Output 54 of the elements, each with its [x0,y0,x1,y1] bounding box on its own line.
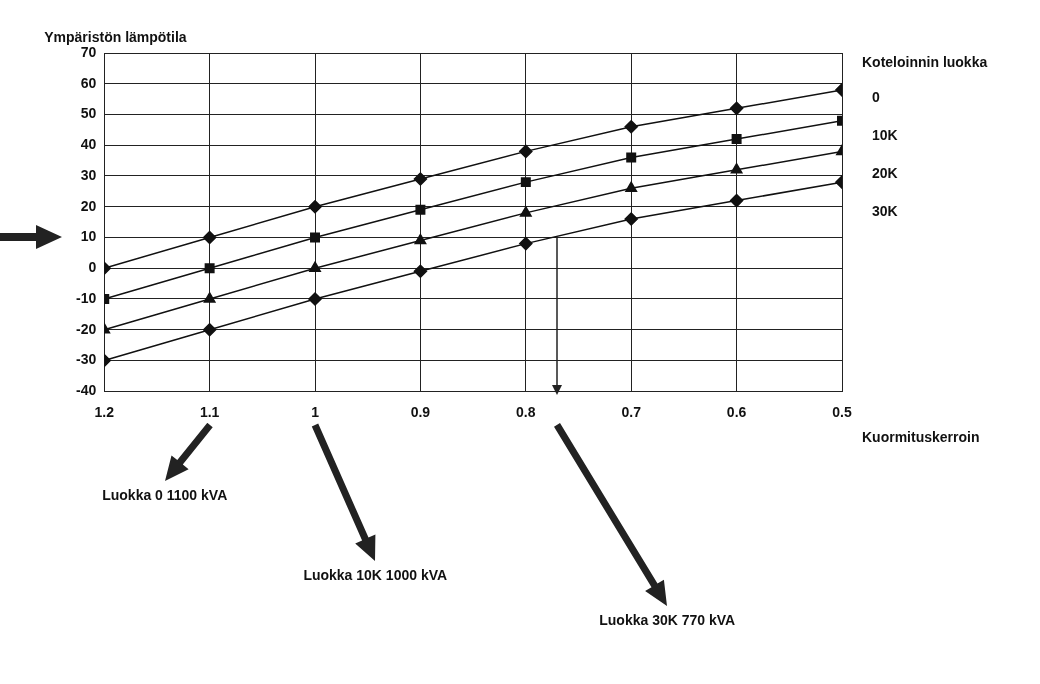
y-tick-label: 70 [80,43,97,60]
point [413,172,428,186]
y-tick-label: -20 [76,320,97,337]
y-tick-label: 30 [80,166,97,183]
point [731,134,742,145]
point [308,292,322,306]
point [519,206,532,217]
point [203,292,216,303]
y-tick-label: 60 [80,74,97,91]
point [413,264,428,279]
text: 30K [872,202,898,219]
y-tick-label: 20 [80,197,97,214]
text: Luokka 0 1100 kVA [101,487,229,504]
y-tick-label: 40 [80,136,97,153]
point [520,177,531,188]
x-tick-label: 0.7 [621,404,642,421]
text: Luokka 10K 1000 kVA [302,567,449,584]
point [310,232,321,243]
x-tick-label: 1 [311,404,320,421]
point [626,152,637,163]
x-tick-label: 0.6 [726,404,747,421]
point [624,212,638,226]
point [309,261,321,272]
series-label: 10K [872,126,898,143]
point [202,230,217,245]
y-tick-label: -10 [76,289,97,306]
x-tick-label: 0.8 [516,404,536,421]
point [624,120,638,134]
point [415,204,426,215]
legend-title: Koteloinnin luokka [862,53,988,70]
y-tick-label: 10 [80,228,97,245]
point [414,233,427,245]
y-tick-label: 50 [80,105,97,122]
x-axis-title: Kuormituskerroin [862,429,980,446]
text: Luokka 30K 770 kVA [598,612,737,629]
x-tick-label: 1.2 [94,404,115,421]
point [519,236,533,251]
point [202,322,217,337]
y-axis-title: Ympäristön lämpötila [44,28,187,45]
x-tick-label: 1.1 [199,404,220,421]
y-tick-label: 0 [88,259,97,276]
point [729,193,744,208]
point [519,144,533,159]
point [204,263,215,274]
series-label: 20K [872,164,898,181]
point [730,163,743,174]
point [625,181,638,193]
y-tick-label: -40 [76,382,97,399]
point [729,101,744,116]
x-tick-label: 0.5 [832,404,852,421]
x-tick-label: 0.9 [410,404,431,421]
point [308,199,322,214]
y-tick-label: -30 [76,351,97,368]
series-label: 0 [872,88,880,105]
